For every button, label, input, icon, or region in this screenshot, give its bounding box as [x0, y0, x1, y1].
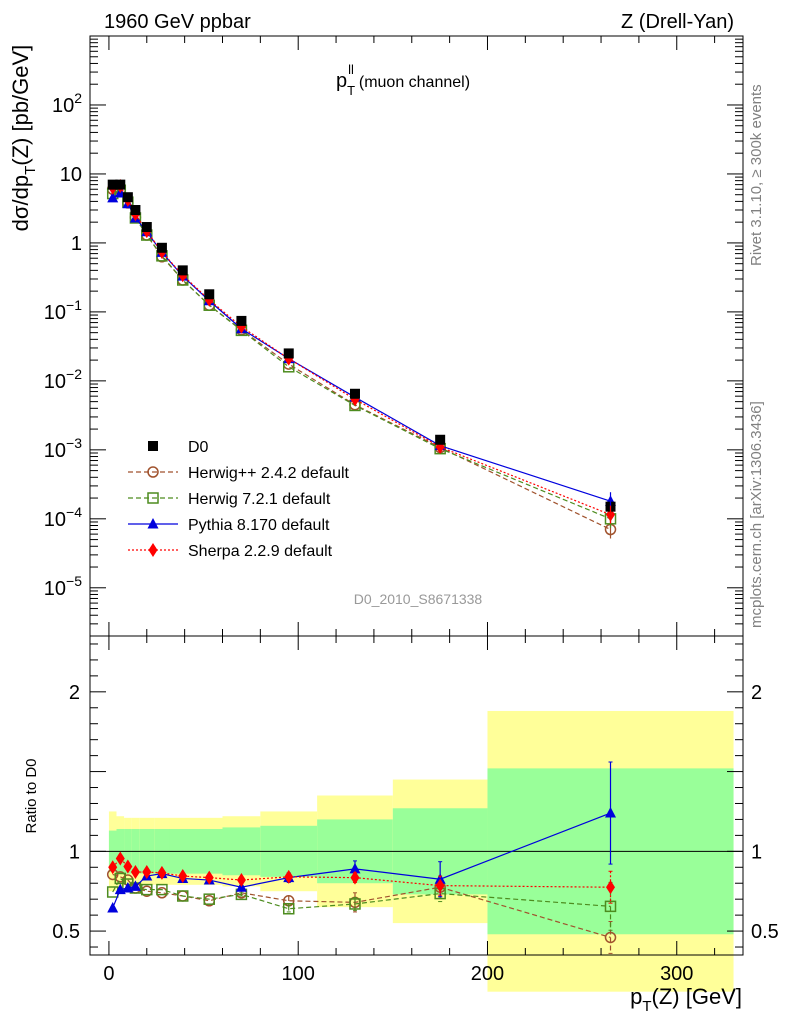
x-tick-label: 200: [471, 963, 504, 985]
ratio-point: [203, 893, 215, 905]
ratio-point: [157, 865, 167, 880]
ratio-point: [284, 869, 294, 884]
ratio-tick-label-left: 1: [69, 841, 80, 863]
ratio-tick-label-right: 2: [751, 682, 762, 704]
data-point: [130, 205, 141, 216]
legend-label: Herwig 7.2.1 default: [188, 491, 331, 508]
ratio-point: [350, 870, 360, 885]
process-label: Z (Drell-Yan): [621, 11, 734, 33]
y-tick-label: 10−5: [44, 573, 82, 600]
ratio-point: [282, 902, 295, 915]
ratio-point: [604, 900, 617, 913]
rivet-label: Rivet 3.1.10, ≥ 300k events: [748, 84, 765, 266]
ratio-point: [349, 898, 361, 910]
legend-item-pythia-8-170-default: Pythia 8.170 default: [128, 517, 330, 534]
data-point: [283, 348, 294, 359]
legend-item-herwig-2-4-2-default: Herwig++ 2.4.2 default: [128, 465, 350, 482]
y-tick-label: 10: [60, 164, 82, 186]
chart-title: pTll(muon channel): [336, 62, 470, 98]
legend-label: Pythia 8.170 default: [188, 517, 330, 534]
data-point: [107, 191, 119, 203]
ratio-frame: [89, 635, 744, 956]
x-tick-label: 0: [103, 963, 114, 985]
data-point: [204, 289, 215, 300]
energy-label: 1960 GeV ppbar: [104, 11, 251, 33]
ratio-point: [115, 851, 125, 866]
x-axis-label: pT(Z) [GeV]: [630, 984, 742, 1015]
chart-series: [106, 178, 617, 954]
ratio-point: [604, 931, 617, 944]
legend-label: Herwig++ 2.4.2 default: [188, 465, 350, 482]
legend-label: Sherpa 2.2.9 default: [188, 543, 333, 560]
ratio-axis-label: Ratio to D0: [23, 758, 40, 833]
legend-marker: [147, 466, 159, 478]
legend-marker: [148, 543, 158, 557]
y-tick-label: 10−1: [44, 297, 82, 324]
legend-item-herwig-7-2-1-default: Herwig 7.2.1 default: [128, 491, 331, 508]
ratio-point: [349, 862, 361, 874]
ratio-point: [129, 880, 141, 891]
ratio-tick-label-right: 0.5: [751, 921, 779, 943]
data-point: [115, 179, 126, 190]
ratio-point: [108, 860, 118, 875]
ratio-point: [141, 883, 153, 896]
legend-marker: [148, 441, 158, 451]
ratio-point: [156, 883, 168, 896]
ratio-point: [434, 873, 446, 884]
data-point: [156, 242, 167, 253]
ratio-point: [176, 890, 189, 902]
ratio-point: [236, 873, 246, 888]
y-axis-label: dσ/dpT(Z) [pb/GeV]: [8, 45, 39, 232]
legend-marker: [147, 518, 159, 529]
ratio-point: [123, 859, 133, 874]
ratio-point: [178, 869, 188, 884]
data-point: [435, 434, 446, 445]
y-tick-label: 10−2: [44, 366, 82, 393]
y-tick-label: 102: [52, 90, 82, 117]
y-tick-label: 10−3: [44, 435, 82, 462]
analysis-label: D0_2010_S8671338: [354, 591, 483, 607]
x-tick-label: 100: [282, 963, 315, 985]
legend-label: D0: [188, 439, 209, 456]
y-tick-label: 1: [71, 233, 82, 255]
chart-frames: 0 100 200 300 10−5 10−4 10−3 10−2 10−1 1 10 102 0.5 0…: [44, 35, 779, 985]
source-label: mcplots.cern.ch [arXiv:1306.3436]: [748, 401, 765, 628]
data-point: [141, 222, 152, 233]
data-point: [349, 388, 360, 399]
ratio-tick-label-left: 0.5: [52, 921, 80, 943]
data-point: [107, 179, 118, 190]
legend-item-d0: D0: [148, 439, 209, 456]
legend-item-sherpa-2-2-9-default: Sherpa 2.2.9 default: [128, 543, 333, 560]
ratio-point: [605, 807, 617, 818]
ratio-point: [107, 901, 119, 913]
ratio-tick-label-right: 1: [751, 841, 762, 863]
y-tick-label: 10−4: [44, 504, 82, 531]
series-d0: [107, 179, 616, 512]
ratio-point: [204, 870, 214, 885]
data-point: [177, 265, 188, 276]
legend: D0 Herwig++ 2.4.2 default Herwig 7.2.1 def…: [128, 439, 350, 560]
ratio-point: [130, 865, 140, 880]
ratio-point: [435, 878, 445, 893]
x-tick-label: 300: [660, 963, 693, 985]
data-point: [122, 192, 133, 203]
ratio-point: [606, 880, 616, 895]
ratio-point: [142, 865, 152, 880]
ratio-tick-label-left: 2: [69, 682, 80, 704]
data-point: [236, 315, 247, 326]
legend-marker: [147, 492, 159, 504]
